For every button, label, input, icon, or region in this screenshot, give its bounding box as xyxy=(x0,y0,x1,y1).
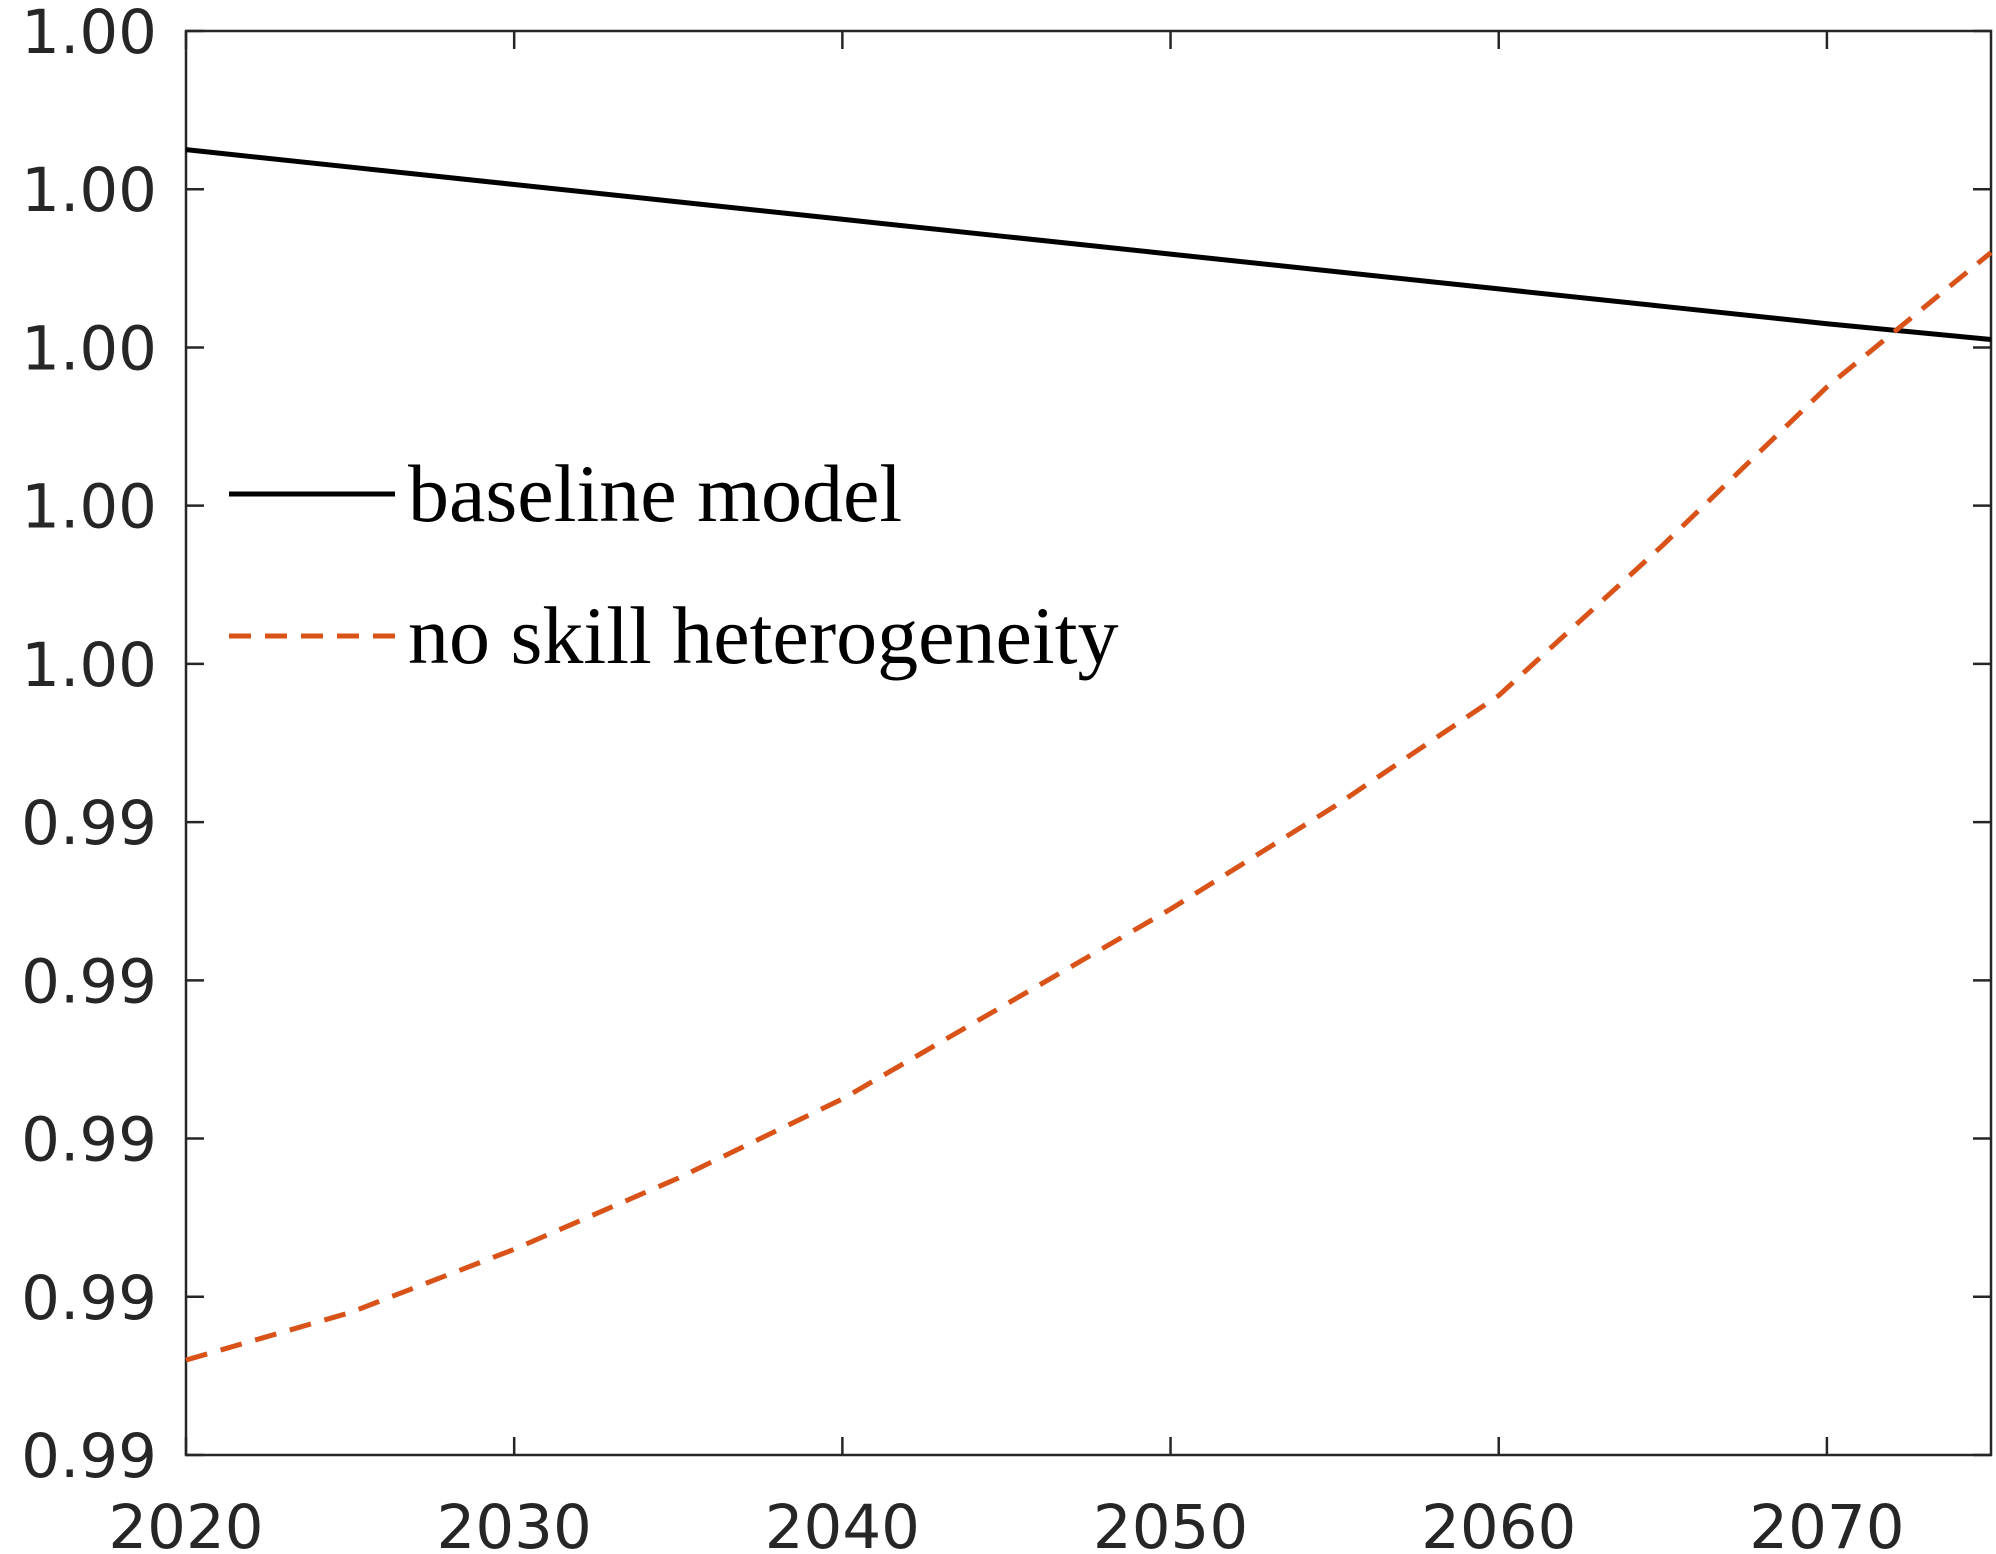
y-tick-label: 0.99 xyxy=(21,1105,157,1176)
y-tick-label: 1.00 xyxy=(21,472,157,543)
y-tick-label: 1.00 xyxy=(21,0,157,68)
y-tick-label: 1.00 xyxy=(21,630,157,701)
y-tick-label: 0.99 xyxy=(21,788,157,859)
legend-label: baseline model xyxy=(408,448,902,539)
x-tick-label: 2040 xyxy=(765,1492,920,1554)
y-tick-label: 1.00 xyxy=(21,155,157,226)
y-tick-label: 0.99 xyxy=(21,1421,157,1492)
y-tick-label: 0.99 xyxy=(21,946,157,1017)
y-tick-label: 0.99 xyxy=(21,1263,157,1334)
plot-area xyxy=(184,29,1993,1457)
legend-label: no skill heterogeneity xyxy=(408,590,1119,681)
series-line xyxy=(185,147,1992,343)
series-line xyxy=(185,250,1993,1363)
x-tick-label: 2030 xyxy=(437,1492,592,1554)
x-tick-label: 2060 xyxy=(1421,1492,1576,1554)
x-tick-label: 2020 xyxy=(108,1492,263,1554)
x-tick-label: 2050 xyxy=(1093,1492,1248,1554)
x-tick-label: 2070 xyxy=(1749,1492,1904,1554)
y-tick-label: 1.00 xyxy=(21,313,157,384)
